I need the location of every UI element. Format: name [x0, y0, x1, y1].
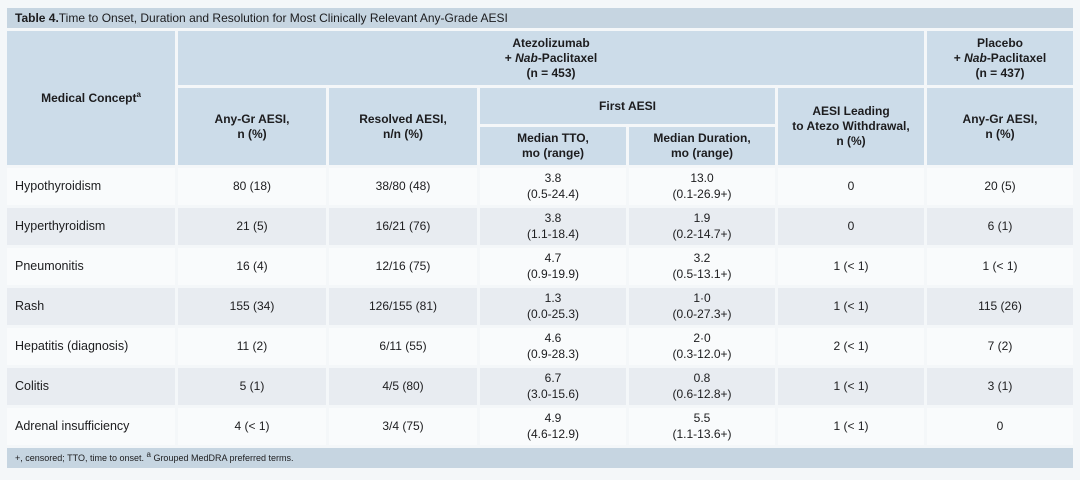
aesi-table: Medical Concepta Atezolizumab + Nab-Pacl…	[4, 28, 1076, 448]
header-cell-atezolizumab-group: Atezolizumab + Nab-Paclitaxel (n = 453)	[178, 31, 924, 85]
placebo-plus: +	[953, 50, 965, 65]
cell-median-duration: 1.9 (0.2-14.7+)	[629, 208, 775, 245]
cell-median-duration: 2·0 (0.3-12.0+)	[629, 328, 775, 365]
table-row-pneumonitis: Pneumonitis 16 (4) 12/16 (75) 4.7 (0.9-1…	[7, 248, 1073, 285]
cell-resolved: 38/80 (48)	[329, 168, 477, 205]
placebo-group-line1: Placebo	[976, 35, 1024, 50]
cell-resolved: 126/155 (81)	[329, 288, 477, 325]
cell-medical-concept: Colitis	[7, 368, 175, 405]
header-cell-first-aesi: First AESI	[480, 88, 775, 124]
header-cell-any-gr: Any-Gr AESI, n (%)	[178, 88, 326, 165]
table-title: Table 4. Time to Onset, Duration and Res…	[7, 8, 1073, 28]
cell-median-tto: 4.9 (4.6-12.9)	[480, 408, 626, 445]
table-row-colitis: Colitis 5 (1) 4/5 (80) 6.7 (3.0-15.6) 0.…	[7, 368, 1073, 405]
cell-placebo-any-gr: 115 (26)	[927, 288, 1073, 325]
cell-placebo-any-gr: 3 (1)	[927, 368, 1073, 405]
cell-resolved: 4/5 (80)	[329, 368, 477, 405]
footnote-marker: a	[146, 450, 151, 459]
cell-median-tto: 4.6 (0.9-28.3)	[480, 328, 626, 365]
header-cell-withdrawal: AESI Leading to Atezo Withdrawal, n (%)	[778, 88, 924, 165]
atezo-group-line1: Atezolizumab	[512, 35, 590, 50]
placebo-group-line2: + Nab-Paclitaxel	[927, 51, 1073, 66]
cell-median-duration: 0.8 (0.6-12.8+)	[629, 368, 775, 405]
cell-any-gr: 11 (2)	[178, 328, 326, 365]
cell-withdrawal: 1 (< 1)	[778, 408, 924, 445]
header-cell-resolved: Resolved AESI, n/n (%)	[329, 88, 477, 165]
cell-median-duration: 5.5 (1.1-13.6+)	[629, 408, 775, 445]
cell-withdrawal: 2 (< 1)	[778, 328, 924, 365]
cell-median-duration: 1·0 (0.0-27.3+)	[629, 288, 775, 325]
placebo-paclitaxel: -Paclitaxel	[986, 50, 1047, 65]
cell-withdrawal: 1 (< 1)	[778, 288, 924, 325]
table-footnote: +, censored; TTO, time to onset. a Group…	[7, 448, 1073, 468]
footnote-part1: +, censored; TTO, time to onset.	[15, 453, 147, 463]
cell-median-tto: 3.8 (0.5-24.4)	[480, 168, 626, 205]
header-cell-placebo-any-gr: Any-Gr AESI, n (%)	[927, 88, 1073, 165]
atezo-nab-italic: Nab	[515, 50, 538, 65]
footnote-abbreviations: +, censored; TTO, time to onset. a Group…	[15, 450, 294, 464]
cell-any-gr: 21 (5)	[178, 208, 326, 245]
cell-medical-concept: Hypothyroidism	[7, 168, 175, 205]
cell-placebo-any-gr: 0	[927, 408, 1073, 445]
cell-placebo-any-gr: 6 (1)	[927, 208, 1073, 245]
medical-concept-footnote-marker: a	[136, 89, 141, 99]
atezo-group-n: (n = 453)	[526, 65, 576, 80]
cell-medical-concept: Hyperthyroidism	[7, 208, 175, 245]
table-row-hyperthyroidism: Hyperthyroidism 21 (5) 16/21 (76) 3.8 (1…	[7, 208, 1073, 245]
cell-resolved: 12/16 (75)	[329, 248, 477, 285]
header-row-measures: Median TTO, mo (range) Median Duration, …	[7, 127, 1073, 165]
header-row-subgroups: Any-Gr AESI, n (%) Resolved AESI, n/n (%…	[7, 88, 1073, 165]
cell-resolved: 16/21 (76)	[329, 208, 477, 245]
header-cell-placebo-group: Placebo + Nab-Paclitaxel (n = 437)	[927, 31, 1073, 85]
cell-medical-concept: Hepatitis (diagnosis)	[7, 328, 175, 365]
cell-median-tto: 6.7 (3.0-15.6)	[480, 368, 626, 405]
cell-placebo-any-gr: 20 (5)	[927, 168, 1073, 205]
atezo-group-line2: + Nab-Paclitaxel	[178, 51, 924, 66]
cell-median-tto: 1.3 (0.0-25.3)	[480, 288, 626, 325]
cell-resolved: 3/4 (75)	[329, 408, 477, 445]
cell-resolved: 6/11 (55)	[329, 328, 477, 365]
header-cell-median-duration: Median Duration, mo (range)	[629, 127, 775, 165]
cell-placebo-any-gr: 1 (< 1)	[927, 248, 1073, 285]
cell-median-tto: 3.8 (1.1-18.4)	[480, 208, 626, 245]
cell-any-gr: 16 (4)	[178, 248, 326, 285]
table-row-hypothyroidism: Hypothyroidism 80 (18) 38/80 (48) 3.8 (0…	[7, 168, 1073, 205]
cell-any-gr: 5 (1)	[178, 368, 326, 405]
atezo-plus: +	[504, 50, 516, 65]
cell-medical-concept: Adrenal insufficiency	[7, 408, 175, 445]
aesi-table-wrap: Medical Concepta Atezolizumab + Nab-Pacl…	[4, 28, 1076, 448]
header-cell-medical-concept: Medical Concepta	[7, 31, 175, 165]
header-row-groups: Medical Concepta Atezolizumab + Nab-Pacl…	[7, 31, 1073, 165]
cell-placebo-any-gr: 7 (2)	[927, 328, 1073, 365]
placebo-group-n: (n = 437)	[975, 65, 1025, 80]
table-row-hepatitis: Hepatitis (diagnosis) 11 (2) 6/11 (55) 4…	[7, 328, 1073, 365]
cell-any-gr: 4 (< 1)	[178, 408, 326, 445]
cell-medical-concept: Rash	[7, 288, 175, 325]
cell-medical-concept: Pneumonitis	[7, 248, 175, 285]
cell-withdrawal: 0	[778, 208, 924, 245]
cell-any-gr: 80 (18)	[178, 168, 326, 205]
cell-withdrawal: 1 (< 1)	[778, 248, 924, 285]
table-title-label: Table 4.	[15, 11, 59, 25]
atezo-paclitaxel: -Paclitaxel	[537, 50, 598, 65]
table-title-text: Time to Onset, Duration and Resolution f…	[58, 11, 508, 25]
footnote-part2: Grouped MedDRA preferred terms.	[150, 453, 294, 463]
placebo-nab-italic: Nab	[964, 50, 987, 65]
medical-concept-label: Medical Concept	[41, 90, 137, 105]
cell-withdrawal: 1 (< 1)	[778, 368, 924, 405]
cell-any-gr: 155 (34)	[178, 288, 326, 325]
cell-median-duration: 3.2 (0.5-13.1+)	[629, 248, 775, 285]
table-row-rash: Rash 155 (34) 126/155 (81) 1.3 (0.0-25.3…	[7, 288, 1073, 325]
cell-median-tto: 4.7 (0.9-19.9)	[480, 248, 626, 285]
header-cell-median-tto: Median TTO, mo (range)	[480, 127, 626, 165]
table-row-adrenal-insufficiency: Adrenal insufficiency 4 (< 1) 3/4 (75) 4…	[7, 408, 1073, 445]
cell-withdrawal: 0	[778, 168, 924, 205]
cell-median-duration: 13.0 (0.1-26.9+)	[629, 168, 775, 205]
